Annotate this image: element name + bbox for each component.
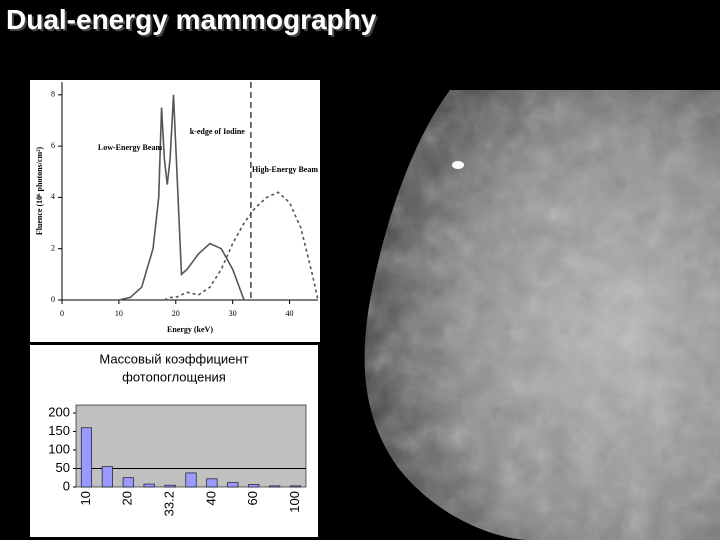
- y-tick-label: 2: [51, 244, 55, 253]
- bar: [248, 484, 260, 488]
- y-tick-label: 200: [48, 404, 70, 419]
- y-tick-label: 100: [48, 441, 70, 456]
- mammogram-image: [364, 90, 720, 540]
- x-tick-label: 20: [172, 309, 180, 318]
- chart-title: фотопоглощения: [122, 369, 226, 384]
- bar: [122, 477, 134, 488]
- bar: [101, 466, 113, 488]
- x-tick-label: 10: [115, 309, 123, 318]
- y-tick-label: 0: [63, 478, 70, 493]
- x-tick-label: 20: [120, 491, 135, 505]
- bar: [269, 485, 281, 488]
- series-label: High-Energy Beam: [252, 165, 318, 174]
- chart-title: Массовый коэффициент: [99, 351, 248, 366]
- series-line: [118, 94, 245, 301]
- x-tick-label: 30: [229, 309, 237, 318]
- x-tick-label: 40: [286, 309, 294, 318]
- series-label: Low-Energy Beam: [98, 143, 163, 152]
- y-axis-label: Fluence (10⁶ photons/cm²): [35, 146, 44, 235]
- x-tick-label: 60: [245, 491, 260, 505]
- y-tick-label: 8: [51, 90, 55, 99]
- x-tick-label: 10: [78, 491, 93, 505]
- bar: [80, 427, 92, 488]
- x-axis-label: Energy (keV): [167, 325, 213, 334]
- x-tick-label: 33.2: [162, 491, 177, 516]
- y-tick-label: 0: [51, 295, 55, 304]
- bar: [227, 482, 239, 488]
- x-tick-label: 40: [203, 491, 218, 505]
- bar: [206, 478, 218, 488]
- bar: [164, 484, 176, 488]
- y-tick-label: 6: [51, 141, 55, 150]
- k-edge-label: k-edge of Iodine: [190, 127, 246, 136]
- bar: [185, 472, 197, 488]
- y-tick-label: 50: [56, 460, 70, 475]
- x-tick-label: 0: [60, 309, 64, 318]
- x-tick-label: 100: [287, 491, 302, 513]
- bar: [143, 483, 155, 488]
- slide-title: Dual-energy mammography: [6, 4, 377, 35]
- y-tick-label: 150: [48, 423, 70, 438]
- bar: [290, 485, 302, 488]
- y-tick-label: 4: [51, 192, 55, 201]
